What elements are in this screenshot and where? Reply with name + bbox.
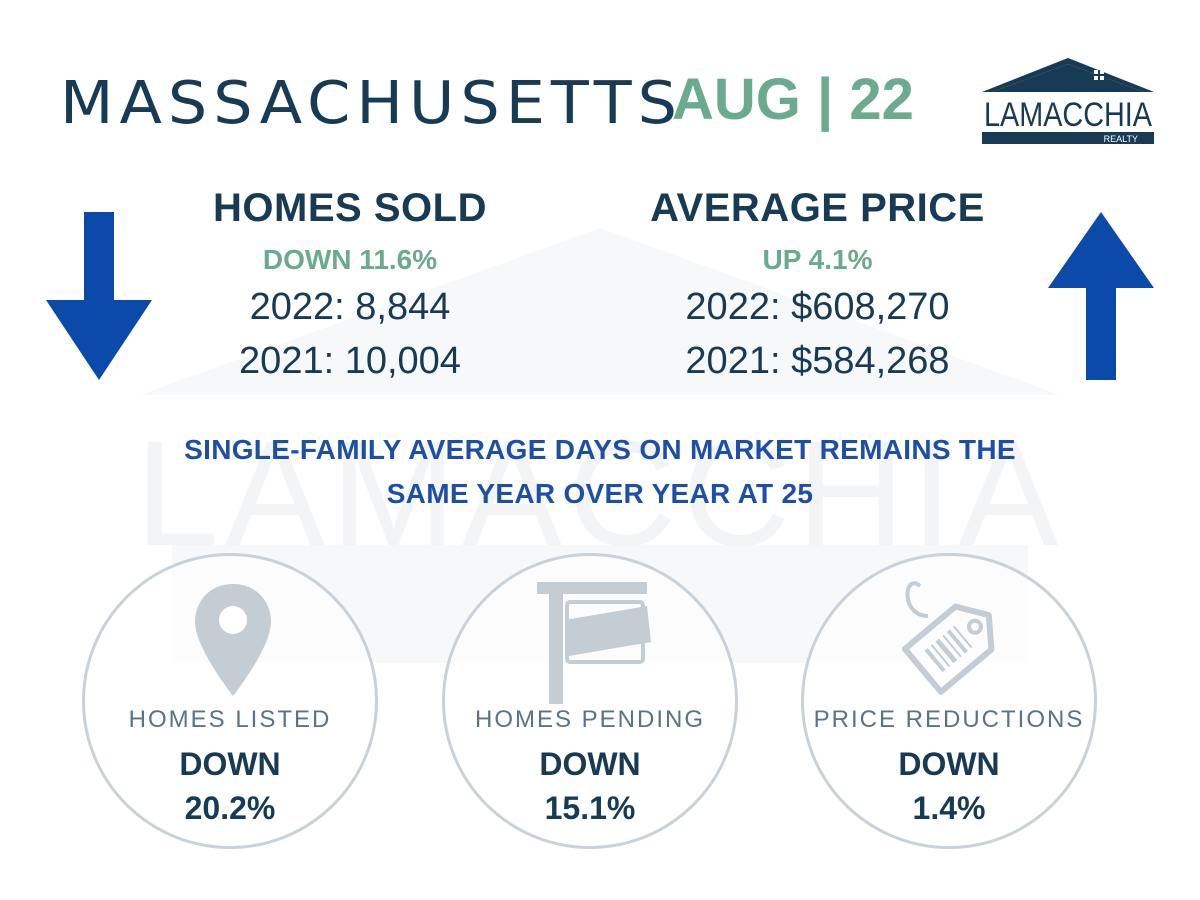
- price-reductions-card: PRICE REDUCTIONS DOWN 1.4%: [801, 553, 1097, 849]
- average-price-2021: 2021: $584,268: [685, 340, 950, 382]
- homes-listed-card: HOMES LISTED DOWN 20.2%: [82, 553, 378, 849]
- days-on-market-statement: SINGLE-FAMILY AVERAGE DAYS ON MARKET REM…: [80, 428, 1120, 516]
- price-reductions-value: 1.4%: [912, 790, 986, 826]
- homes-pending-card: HOMES PENDING DOWN 15.1%: [442, 553, 738, 849]
- price-tag-icon: [901, 581, 995, 695]
- homes-pending-direction: DOWN: [539, 746, 641, 782]
- average-price-2022: 2022: $608,270: [685, 286, 950, 328]
- price-reductions-label: PRICE REDUCTIONS: [813, 706, 1085, 733]
- average-price-section: AVERAGE PRICE UP 4.1% 2022: $608,270 202…: [620, 182, 1015, 388]
- logo-name: LAMACCHIA: [984, 96, 1152, 134]
- average-price-change: UP 4.1%: [762, 244, 873, 275]
- homes-listed-value: 20.2%: [184, 790, 276, 826]
- watermark-text: LAMACCHIA: [135, 409, 1064, 577]
- statement-line-1: SINGLE-FAMILY AVERAGE DAYS ON MARKET REM…: [184, 434, 1016, 465]
- arrow-up-icon: [1048, 212, 1154, 380]
- sale-sign-icon: [537, 582, 651, 704]
- lamacchia-logo: LAMACCHIA REALTY: [982, 58, 1154, 144]
- average-price-heading: AVERAGE PRICE: [650, 186, 985, 230]
- homes-listed-direction: DOWN: [179, 746, 281, 782]
- homes-listed-label: HOMES LISTED: [128, 706, 332, 733]
- homes-sold-section: HOMES SOLD DOWN 11.6% 2022: 8,844 2021: …: [190, 182, 510, 388]
- logo-sub: REALTY: [1104, 134, 1138, 144]
- homes-sold-heading: HOMES SOLD: [213, 186, 487, 230]
- homes-pending-value: 15.1%: [544, 790, 636, 826]
- homes-sold-change: DOWN 11.6%: [262, 244, 438, 275]
- homes-sold-2021: 2021: 10,004: [239, 340, 461, 382]
- location-pin-icon: [195, 584, 271, 696]
- homes-sold-2022: 2022: 8,844: [249, 286, 451, 328]
- arrow-down-icon: [46, 212, 152, 380]
- price-reductions-direction: DOWN: [898, 746, 1000, 782]
- statement-line-2: SAME YEAR OVER YEAR AT 25: [386, 478, 814, 509]
- report-period: AUG | 22: [672, 67, 914, 132]
- logo-roof: [982, 58, 1154, 92]
- state-title: MASSACHUSETTS: [60, 67, 683, 138]
- homes-pending-label: HOMES PENDING: [474, 706, 706, 733]
